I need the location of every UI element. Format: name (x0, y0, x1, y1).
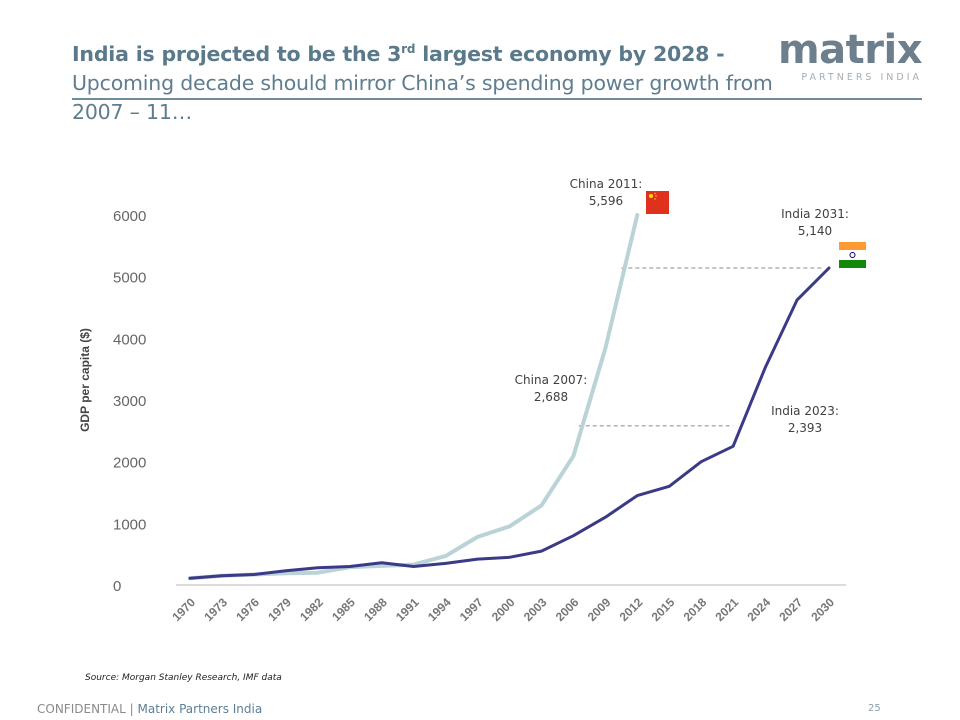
annotation-value: 2,393 (787, 421, 823, 435)
footer-brand: Matrix Partners India (137, 702, 263, 716)
annotation-label: India 2031: (781, 207, 849, 221)
y-axis-label: GDP per capita ($) (78, 328, 92, 432)
annotation-label: India 2023: (771, 404, 839, 418)
source-note: Source: Morgan Stanley Research, IMF dat… (85, 673, 282, 683)
x-tick-label: 2003 (521, 595, 550, 624)
footer-confidential: CONFIDENTIAL | (37, 702, 138, 716)
title-divider (72, 98, 922, 100)
x-tick-label: 2012 (617, 595, 646, 624)
x-tick-label: 1982 (297, 595, 326, 624)
x-tick-label: 2027 (776, 595, 805, 624)
page-title: India is projected to be the 3rd largest… (72, 40, 782, 127)
annotation-value: 5,596 (588, 194, 624, 208)
y-tick-label: 4000 (113, 331, 146, 348)
title-bold-pre: India is projected to be the 3 (72, 42, 402, 66)
x-tick-label: 1985 (329, 595, 358, 624)
x-tick-label: 1970 (169, 595, 198, 624)
x-tick-label: 1991 (393, 595, 422, 624)
x-tick-label: 2024 (744, 595, 773, 624)
x-tick-label: 1979 (265, 595, 294, 624)
logo-subtitle: PARTNERS INDIA (801, 72, 922, 83)
series-line-india (188, 266, 831, 580)
x-tick-label: 1988 (361, 595, 390, 624)
annotation-india-2031: India 2031: 5,140 (775, 206, 855, 240)
y-tick-label: 1000 (113, 516, 146, 533)
y-tick-label: 3000 (113, 393, 146, 410)
x-tick-label: 1976 (233, 595, 262, 624)
title-bold: India is projected to be the 3rd largest… (72, 42, 725, 66)
y-tick-label: 2000 (113, 455, 146, 472)
series-layer (188, 213, 831, 581)
axis-layer: 0 1000 2000 3000 4000 5000 6000 1970 1973 1976 197… (113, 208, 846, 624)
reference-lines (578, 267, 824, 427)
india-flag-icon (839, 242, 866, 268)
annotation-value: 2,688 (533, 390, 569, 404)
x-tick-label: 1973 (201, 595, 230, 624)
x-tick-label: 2009 (585, 595, 614, 624)
x-tick-label: 2000 (489, 595, 518, 624)
annotation-india-2023: India 2023: 2,393 (765, 403, 845, 437)
matrix-logo: matrix PARTNERS INDIA (777, 27, 923, 83)
annotation-label: China 2011: (569, 177, 643, 191)
page-number: 25 (868, 703, 881, 714)
x-tick-label: 1997 (457, 595, 486, 624)
x-tick-label: 1994 (425, 595, 454, 624)
x-tick-label: 2006 (553, 595, 582, 624)
x-tick-label: 2030 (808, 595, 837, 624)
x-tick-label: 2021 (712, 595, 741, 624)
y-tick-label: 6000 (113, 208, 146, 225)
y-tick-label: 5000 (113, 270, 146, 287)
annotation-china-2007: China 2007: 2,688 (508, 372, 594, 406)
title-superscript: rd (401, 42, 416, 57)
footer: CONFIDENTIAL | Matrix Partners India (37, 702, 262, 716)
x-tick-label: 2015 (649, 595, 678, 624)
annotation-value: 5,140 (797, 224, 833, 238)
x-tick-label: 2018 (681, 595, 710, 624)
annotation-china-2011: China 2011: 5,596 (566, 176, 646, 210)
logo-wordmark: matrix (777, 27, 923, 73)
china-flag-icon (646, 191, 669, 214)
y-tick-label: 0 (113, 578, 121, 595)
title-bold-post: largest economy by 2028 - (415, 42, 725, 66)
annotation-label: China 2007: (514, 373, 588, 387)
title-subtitle: Upcoming decade should mirror China’s sp… (72, 71, 773, 124)
